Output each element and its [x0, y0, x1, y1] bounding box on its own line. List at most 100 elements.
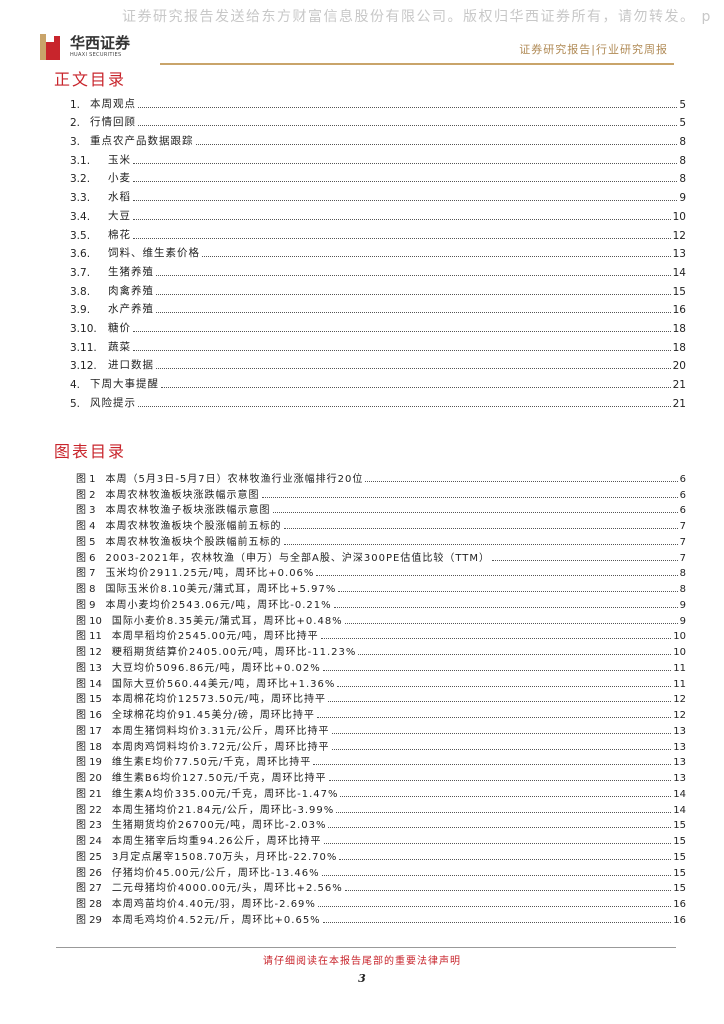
watermark: 证券研究报告发送给东方财富信息股份有限公司。版权归华西证券所有，请勿转发。 p: [122, 9, 712, 25]
entry-page: 8: [679, 584, 686, 595]
entry-number: 4.: [70, 379, 81, 391]
figure-entry[interactable]: 图 16 全球棉花均价91.45美分/磅，周环比持平 12: [76, 705, 686, 721]
toc-entry[interactable]: 3.2. 小麦 8: [70, 167, 686, 185]
dot-leader: [320, 638, 672, 640]
toc-entry[interactable]: 3. 重点农产品数据跟踪 8: [70, 129, 686, 148]
figure-entry[interactable]: 图 3 本周农林牧渔子板块涨跌幅示意图 6: [76, 501, 686, 517]
entry-label: 国际玉米价8.10美元/蒲式耳，周环比+5.97%: [105, 584, 337, 595]
toc-entry[interactable]: 3.12. 进口数据 20: [70, 354, 686, 372]
entry-label: 本周农林牧渔板块涨跌幅示意图: [105, 489, 260, 501]
entry-number: 3.5.: [70, 229, 91, 242]
toc-entry[interactable]: 3.3. 水稻 9: [70, 185, 686, 204]
figure-entry[interactable]: 图 4 本周农林牧渔板块个股涨幅前五标的 7: [76, 516, 686, 532]
figure-entry[interactable]: 图 14 国际大豆价560.44美元/吨，周环比+1.36% 11: [76, 674, 686, 690]
entry-page: 7: [679, 521, 686, 532]
dot-leader: [331, 748, 672, 750]
entry-number: 图 21: [76, 788, 102, 800]
entry-page: 15: [673, 867, 686, 879]
entry-label: 本周早稻均价2545.00元/吨，周环比持平: [111, 631, 319, 643]
entry-label: 3月定点屠宰1508.70万头，月环比-22.70%: [111, 851, 338, 863]
toc-entry[interactable]: 5. 风险提示 21: [70, 391, 686, 410]
figure-entry[interactable]: 图 29 本周毛鸡均价4.52元/斤，周环比+0.65% 16: [76, 910, 686, 926]
dot-leader: [344, 890, 672, 892]
entry-page: 9: [679, 192, 686, 205]
entry-label: 本周观点: [90, 97, 136, 110]
figure-entry[interactable]: 图 26 仔猪均价45.00元/公斤，周环比-13.46% 15: [76, 863, 686, 879]
figure-entry[interactable]: 图 24 本周生猪宰后均重94.26公斤，周环比持平 15: [76, 831, 686, 847]
report-type: 证券研究报告|行业研究周报: [519, 43, 668, 56]
toc-list: 1. 本周观点 5 2. 行情回顾 5 3. 重点农产品数据跟踪 8 3.1. 玉米 8 3.2. 小麦 8…: [70, 92, 686, 410]
toc-entry[interactable]: 3.10. 糖价 18: [70, 316, 686, 335]
figure-entry[interactable]: 图 11 本周早稻均价2545.00元/吨，周环比持平 10: [76, 627, 686, 643]
toc-entry[interactable]: 3.8. 肉禽养殖 15: [70, 279, 686, 298]
figure-entry[interactable]: 图 12 粳稻期货结算价2405.00元/吨，周环比-11.23% 10: [76, 642, 686, 658]
figures-list: 图 1 本周（5月3日-5月7日）农林牧渔行业涨幅排行20位 6 图 2 本周农林牧渔板…: [76, 469, 686, 926]
toc-entry[interactable]: 3.9. 水产养殖 16: [70, 298, 686, 317]
toc-entry[interactable]: 3.1. 玉米 8: [70, 148, 686, 167]
toc-entry[interactable]: 3.11. 蔬菜 18: [70, 335, 686, 354]
figure-entry[interactable]: 图 7 玉米均价2911.25元/吨，周环比+0.06% 8: [76, 564, 686, 580]
figure-entry[interactable]: 图 13 大豆均价5096.86元/吨，周环比+0.02% 11: [76, 658, 686, 674]
figure-entry[interactable]: 图 17 本周生猪饲料均价3.31元/公斤，周环比持平 13: [76, 721, 686, 737]
entry-number: 图 17: [76, 725, 102, 737]
entry-page: 21: [672, 397, 686, 410]
toc-title: 正文目录: [54, 70, 127, 89]
toc-entry[interactable]: 3.4. 大豆 10: [70, 204, 686, 223]
figure-entry[interactable]: 图 1 本周（5月3日-5月7日）农林牧渔行业涨幅排行20位 6: [76, 469, 686, 485]
entry-label: 蔬菜: [108, 340, 131, 353]
toc-entry[interactable]: 3.7. 生猪养殖 14: [70, 260, 686, 279]
dot-leader: [138, 405, 671, 407]
figure-entry[interactable]: 图 28 本周鸡苗均价4.40元/羽，周环比-2.69% 16: [76, 894, 686, 910]
entry-page: 8: [679, 568, 686, 580]
entry-page: 6: [679, 505, 686, 517]
entry-label: 本周棉花均价12573.50元/吨，周环比持平: [111, 694, 326, 706]
entry-number: 图 22: [76, 804, 102, 816]
logo-cn: 华西证券: [70, 34, 131, 52]
figure-entry[interactable]: 图 21 维生素A均价335.00元/千克，周环比-1.47% 14: [76, 784, 686, 800]
entry-label: 下周大事提醒: [90, 378, 159, 390]
entry-label: 本周生猪饲料均价3.31元/公斤，周环比持平: [111, 725, 330, 737]
figure-entry[interactable]: 图 15 本周棉花均价12573.50元/吨，周环比持平 12: [76, 690, 686, 706]
entry-page: 10: [673, 647, 686, 658]
logo-en: HUAXI SECURITIES: [70, 52, 122, 58]
toc-entry[interactable]: 2. 行情回顾 5: [70, 111, 686, 129]
entry-label: 本周（5月3日-5月7日）农林牧渔行业涨幅排行20位: [105, 473, 364, 485]
entry-page: 21: [672, 379, 686, 391]
entry-number: 3.: [70, 136, 81, 149]
figure-entry[interactable]: 图 19 维生素E均价77.50元/千克，周环比持平 13: [76, 753, 686, 769]
figure-entry[interactable]: 图 6 2003-2021年，农林牧渔（申万）与全部A股、沪深300PE估值比较（…: [76, 548, 686, 564]
entry-label: 维生素A均价335.00元/千克，周环比-1.47%: [111, 788, 339, 800]
entry-label: 本周农林牧渔子板块涨跌幅示意图: [105, 505, 271, 517]
dot-leader: [283, 543, 678, 545]
entry-label: 小麦: [108, 172, 131, 185]
entry-label: 本周鸡苗均价4.40元/羽，周环比-2.69%: [111, 899, 316, 910]
entry-number: 图 4: [76, 521, 96, 532]
figure-entry[interactable]: 图 22 本周生猪均价21.84元/公斤，周环比-3.99% 14: [76, 800, 686, 816]
figure-entry[interactable]: 图 18 本周肉鸡饲料均价3.72元/公斤，周环比持平 13: [76, 737, 686, 753]
figure-entry[interactable]: 图 9 本周小麦均价2543.06元/吨，周环比-0.21% 9: [76, 595, 686, 611]
figure-entry[interactable]: 图 2 本周农林牧渔板块涨跌幅示意图 6: [76, 485, 686, 501]
figure-entry[interactable]: 图 25 3月定点屠宰1508.70万头，月环比-22.70% 15: [76, 847, 686, 863]
dot-leader: [333, 606, 678, 608]
entry-page: 16: [672, 304, 686, 317]
figure-entry[interactable]: 图 5 本周农林牧渔板块个股跌幅前五标的 7: [76, 532, 686, 548]
figure-entry[interactable]: 图 20 维生素B6均价127.50元/千克，周环比持平 13: [76, 768, 686, 784]
entry-number: 图 28: [76, 899, 102, 910]
figure-entry[interactable]: 图 8 国际玉米价8.10美元/蒲式耳，周环比+5.97% 8: [76, 579, 686, 595]
figure-entry[interactable]: 图 27 二元母猪均价4000.00元/头，周环比+2.56% 15: [76, 879, 686, 894]
entry-label: 进口数据: [108, 359, 154, 372]
dot-leader: [156, 368, 671, 370]
entry-label: 全球棉花均价91.45美分/磅，周环比持平: [111, 710, 315, 721]
entry-page: 12: [673, 694, 686, 706]
toc-entry[interactable]: 1. 本周观点 5: [70, 92, 686, 111]
toc-entry[interactable]: 3.5. 棉花 12: [70, 223, 686, 242]
figure-entry[interactable]: 图 23 生猪期货均价26700元/吨，周环比-2.03% 15: [76, 816, 686, 831]
entry-number: 图 19: [76, 757, 102, 769]
entry-number: 3.4.: [70, 210, 91, 223]
entry-label: 玉米均价2911.25元/吨，周环比+0.06%: [105, 568, 315, 580]
toc-entry[interactable]: 4. 下周大事提醒 21: [70, 372, 686, 391]
figure-entry[interactable]: 图 10 国际小麦价8.35美元/蒲式耳，周环比+0.48% 9: [76, 611, 686, 627]
entry-page: 5: [679, 98, 686, 111]
toc-entry[interactable]: 3.6. 饲料、维生素价格 13: [70, 242, 686, 260]
dot-leader: [156, 293, 671, 295]
